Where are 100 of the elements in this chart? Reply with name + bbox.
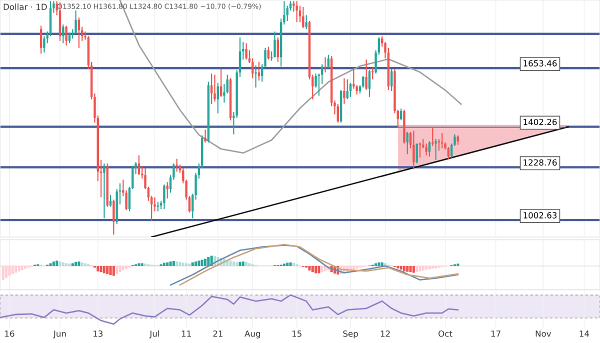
bar xyxy=(62,262,64,266)
candlestick xyxy=(62,24,64,44)
bar xyxy=(248,263,251,266)
bar xyxy=(14,266,18,273)
bar xyxy=(311,266,314,272)
bar xyxy=(425,266,428,270)
x-tick-label: 21 xyxy=(213,330,222,337)
bar xyxy=(194,261,198,266)
x-tick-label: 11 xyxy=(182,330,191,337)
candlestick xyxy=(176,158,178,172)
candlestick xyxy=(305,14,308,30)
candlestick xyxy=(302,6,304,29)
bar xyxy=(166,262,169,266)
bar xyxy=(49,263,52,266)
candlestick xyxy=(245,42,248,60)
bar xyxy=(422,266,424,270)
candlestick xyxy=(163,184,166,210)
bar xyxy=(406,266,409,272)
candlestick xyxy=(74,10,77,34)
candlestick xyxy=(349,82,352,98)
candlestick xyxy=(254,64,257,88)
bar xyxy=(324,266,327,272)
bar xyxy=(200,260,204,266)
bar xyxy=(162,262,166,266)
x-tick-label: Sep xyxy=(343,330,358,338)
x-tick-label: Nov xyxy=(536,330,552,337)
x-tick-label: 16 xyxy=(5,330,14,337)
bar xyxy=(106,266,109,274)
candlestick xyxy=(365,58,368,90)
bar xyxy=(412,266,415,273)
x-tick-label: Aug xyxy=(244,330,260,338)
x-tick-label: Oct xyxy=(438,330,452,337)
candlestick xyxy=(324,56,326,73)
bar xyxy=(236,262,238,266)
x-tick-label: Jul xyxy=(149,330,159,338)
candlestick xyxy=(274,30,276,58)
candlestick xyxy=(103,162,106,219)
bar xyxy=(374,263,378,266)
bar xyxy=(5,266,8,278)
bar xyxy=(314,266,318,274)
candlestick xyxy=(296,0,298,23)
bar xyxy=(118,266,122,272)
bar xyxy=(416,266,418,272)
bar xyxy=(289,262,292,266)
bar xyxy=(198,260,200,266)
bar xyxy=(65,263,68,266)
bar xyxy=(74,262,78,266)
bar xyxy=(109,266,112,275)
bar xyxy=(245,262,248,266)
bar xyxy=(409,266,412,272)
candlestick xyxy=(456,134,459,146)
x-tick-label: 12 xyxy=(380,330,390,337)
bar xyxy=(96,266,100,272)
bar xyxy=(185,263,188,266)
bar xyxy=(400,266,402,270)
x-tick-label: 15 xyxy=(292,330,302,337)
candlestick xyxy=(68,32,71,44)
bar xyxy=(182,262,184,266)
candlestick xyxy=(112,199,115,236)
ref-line-label: 1002.63 xyxy=(524,212,557,218)
bar xyxy=(78,261,80,266)
candlestick xyxy=(428,140,431,158)
bar xyxy=(11,266,14,274)
candlestick xyxy=(412,130,415,170)
candlestick xyxy=(343,78,346,104)
x-tick-label: 14 xyxy=(580,330,590,337)
bar xyxy=(204,258,207,266)
bar xyxy=(229,260,232,266)
candlestick xyxy=(204,129,206,143)
ref-line-label: 1653.46 xyxy=(524,60,557,66)
bar xyxy=(378,262,380,266)
chart-title: Dollar · 1D xyxy=(4,4,47,10)
bar xyxy=(308,266,311,270)
bar xyxy=(138,263,140,266)
bar xyxy=(56,260,58,266)
bar xyxy=(176,261,178,266)
candlestick xyxy=(276,36,279,62)
candlestick xyxy=(138,154,140,176)
bar xyxy=(169,261,172,266)
x-tick-label: 13 xyxy=(94,330,103,337)
bar xyxy=(58,261,62,266)
candlestick xyxy=(372,67,374,80)
bar xyxy=(428,266,431,270)
candlestick xyxy=(43,36,46,54)
candlestick xyxy=(286,5,288,22)
bar xyxy=(242,261,244,266)
bar xyxy=(20,266,24,270)
bar xyxy=(102,266,106,274)
bar xyxy=(116,266,118,274)
candlestick xyxy=(368,70,371,98)
candlestick xyxy=(416,143,418,164)
candlestick xyxy=(418,142,422,158)
bar xyxy=(172,261,175,266)
ref-line-label: 1402.26 xyxy=(524,118,557,126)
bar xyxy=(18,266,20,272)
candlestick xyxy=(210,73,213,104)
bar xyxy=(232,261,235,266)
bar xyxy=(112,266,115,276)
candlestick xyxy=(214,74,216,102)
bar xyxy=(8,266,11,276)
